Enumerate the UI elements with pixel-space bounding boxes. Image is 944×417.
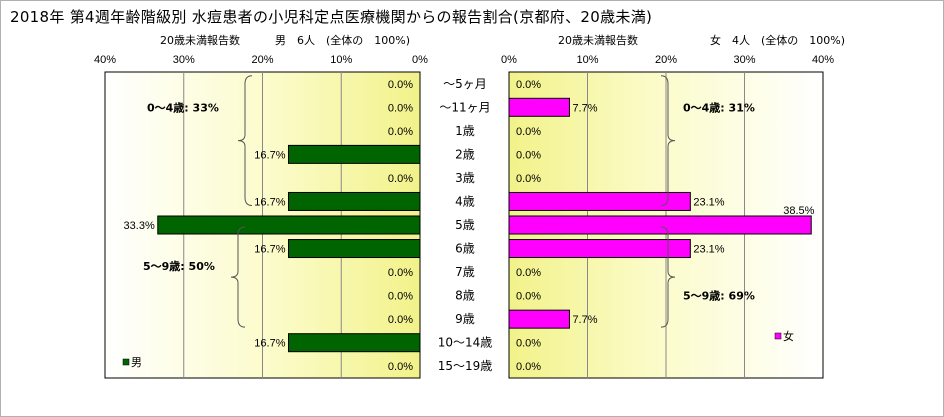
male-panel: 40% 30% 20% 10% 0% 20歳未満報告数 男 6人 (全体の 100%) 0.0… <box>94 33 428 379</box>
male-data-label: 16.7% <box>254 149 285 161</box>
female-x-tick-label: 20% <box>655 54 677 66</box>
chart-title: 2018年 第4週年齢階級別 水痘患者の小児科定点医療機関からの報告割合(京都府… <box>10 8 653 26</box>
female-data-label: 0.0% <box>516 149 541 161</box>
female-data-label: 0.0% <box>516 126 541 138</box>
male-header-label: 20歳未満報告数 <box>160 34 240 47</box>
female-bar <box>508 191 691 211</box>
female-legend-label: 女 <box>783 329 794 343</box>
age-category-label: 8歳 <box>455 289 475 303</box>
male-group-annotation: 0～4歳: 33% <box>147 100 219 114</box>
male-data-label: 0.0% <box>388 173 413 185</box>
age-category-label: ～11ヶ月 <box>439 100 490 114</box>
female-x-tick-label: 30% <box>733 54 755 66</box>
male-group-bracket <box>230 226 246 328</box>
male-x-tick-label: 20% <box>251 54 273 66</box>
male-data-label: 16.7% <box>254 244 285 256</box>
male-data-label: 0.0% <box>388 291 413 303</box>
male-bar <box>287 191 421 211</box>
male-x-tick-label: 0% <box>412 54 428 66</box>
male-data-label: 0.0% <box>388 102 413 114</box>
female-data-label: 23.1% <box>693 196 724 208</box>
male-header-total: 男 6人 (全体の 100%) <box>275 33 410 47</box>
male-data-label: 0.0% <box>388 267 413 279</box>
female-data-label: 7.7% <box>572 102 597 114</box>
male-legend-swatch <box>122 358 130 366</box>
female-data-label: 0.0% <box>516 291 541 303</box>
female-data-label: 0.0% <box>516 79 541 91</box>
female-bar <box>508 215 812 235</box>
female-data-label: 7.7% <box>572 314 597 326</box>
female-group-bracket <box>660 75 676 206</box>
male-data-label: 0.0% <box>388 126 413 138</box>
female-group-annotation: 5～9歳: 69% <box>683 289 755 303</box>
male-group-bracket <box>237 75 253 206</box>
age-category-label: 6歳 <box>455 242 475 256</box>
female-data-label: 0.0% <box>516 173 541 185</box>
age-category-axis: ～5ヶ月 ～11ヶ月 1歳 2歳 3歳 4歳 5歳 6歳 7歳 8歳 9歳 10～14歳 15～19歳 <box>438 77 493 373</box>
male-data-label: 0.0% <box>388 79 413 91</box>
male-bar <box>157 215 421 235</box>
female-data-label: 0.0% <box>516 338 541 350</box>
male-legend-label: 男 <box>131 357 142 369</box>
male-data-label: 16.7% <box>254 196 285 208</box>
female-x-tick-label: 10% <box>576 54 598 66</box>
female-data-label: 23.1% <box>693 244 724 256</box>
female-data-label: 0.0% <box>516 267 541 279</box>
male-data-label: 0.0% <box>388 314 413 326</box>
female-data-label: 0.0% <box>516 361 541 373</box>
female-data-label: 38.5% <box>783 205 814 217</box>
age-category-label: 7歳 <box>455 265 475 279</box>
male-x-tick-label: 30% <box>173 54 195 66</box>
age-category-label: 3歳 <box>455 171 475 185</box>
male-bar <box>287 144 421 164</box>
age-category-label: 1歳 <box>455 124 475 138</box>
male-data-label: 0.0% <box>388 361 413 373</box>
female-bar <box>508 97 570 117</box>
male-x-tick-label: 10% <box>330 54 352 66</box>
male-group-annotation: 5～9歳: 50% <box>143 259 215 273</box>
female-header-total: 女 4人 (全体の 100%) <box>710 33 845 47</box>
female-bar <box>508 309 570 329</box>
male-bar <box>287 239 421 259</box>
female-panel: 0% 10% 20% 30% 40% 20歳未満報告数 女 4人 (全体の 100%) 0.0… <box>501 33 845 379</box>
female-group-bracket <box>660 226 676 328</box>
age-category-label: 2歳 <box>455 147 475 161</box>
male-data-label: 33.3% <box>124 220 155 232</box>
age-category-label: 15～19歳 <box>438 359 493 373</box>
female-x-tick-label: 0% <box>501 54 517 66</box>
age-category-label: 5歳 <box>455 218 475 232</box>
age-category-label: 10～14歳 <box>438 336 493 350</box>
male-data-label: 16.7% <box>254 338 285 350</box>
female-header-label: 20歳未満報告数 <box>558 34 638 47</box>
female-x-tick-label: 40% <box>812 54 834 66</box>
female-bar <box>508 239 691 259</box>
female-group-annotation: 0～4歳: 31% <box>683 100 755 114</box>
age-category-label: 4歳 <box>455 194 475 208</box>
age-category-label: 9歳 <box>455 312 475 326</box>
male-x-tick-label: 40% <box>94 54 116 66</box>
female-legend-swatch <box>774 332 782 340</box>
male-bar <box>287 333 421 353</box>
age-category-label: ～5ヶ月 <box>443 77 487 91</box>
